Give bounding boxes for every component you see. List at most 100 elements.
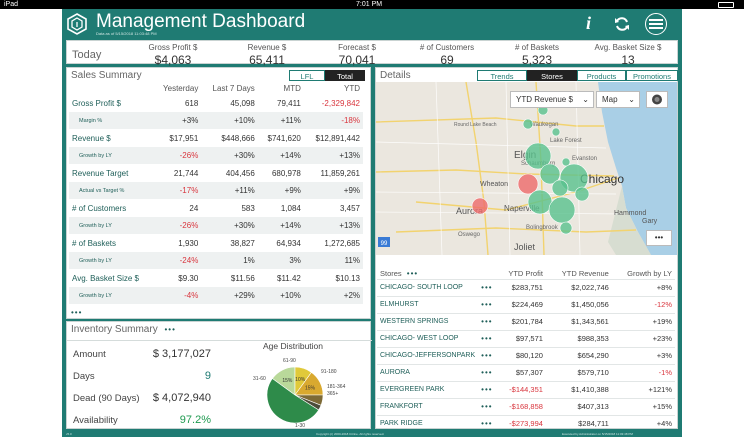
kpi-value: $4,063 <box>154 53 192 67</box>
age-distribution-title: Age Distribution <box>263 341 324 351</box>
store-bubble[interactable] <box>524 142 552 170</box>
store-name: AURORA <box>377 363 479 381</box>
store-revenue: $1,410,388 <box>545 380 612 398</box>
cell-value: +30% <box>201 217 258 234</box>
store-more-icon[interactable]: ••• <box>478 397 496 415</box>
pie-slice-label: 15% <box>282 378 293 384</box>
toggle-total[interactable]: Total <box>325 70 365 81</box>
store-bubble[interactable] <box>517 173 539 195</box>
store-bubble[interactable] <box>548 196 576 224</box>
store-more-icon[interactable]: ••• <box>478 380 496 398</box>
inventory-value-availability: 97.2% <box>179 414 211 426</box>
stores-section: Stores ••• YTD Profit YTD Revenue Growth… <box>376 258 677 432</box>
store-revenue: $407,313 <box>545 397 612 415</box>
age-distribution-chart[interactable]: 15% 10%15% 61-90 31-60 91-180 181-364 365… <box>233 352 363 428</box>
map-city-label: Hammond <box>614 210 647 217</box>
store-row[interactable]: AURORA ••• $57,307 $579,710 -1% <box>377 363 675 381</box>
store-bubble[interactable] <box>522 118 534 130</box>
view-select-value: Map <box>602 95 618 104</box>
info-icon[interactable]: i <box>586 13 592 33</box>
store-more-icon[interactable]: ••• <box>478 295 496 313</box>
cell-value: $11.56 <box>230 273 255 283</box>
store-row[interactable]: CHICAGO- WEST LOOP ••• $97,571 $988,353 +23% <box>377 329 675 347</box>
details-title: Details <box>380 70 411 81</box>
store-more-icon[interactable]: ••• <box>478 363 496 381</box>
kpi-forecast[interactable]: Forecast $ 70,041 <box>317 43 397 67</box>
column-header: YTD Profit <box>508 268 543 278</box>
store-row[interactable]: ELMHURST ••• $224,469 $1,450,056 -12% <box>377 295 675 313</box>
stores-more-icon[interactable]: ••• <box>406 268 419 278</box>
store-revenue: $579,710 <box>545 363 612 381</box>
store-row[interactable]: FRANKFORT ••• -$168,858 $407,313 +15% <box>377 397 675 415</box>
store-bubble[interactable] <box>551 127 561 137</box>
inventory-value-amount: $ 3,177,027 <box>152 348 211 360</box>
map-city-label: Gary <box>642 218 658 225</box>
sales-row[interactable]: # of Baskets 1,930 38,827 64,934 1,272,685 <box>69 234 363 252</box>
sales-row[interactable]: Revenue $ $17,951 $448,666 $741,620 $12,891,… <box>69 129 363 147</box>
store-bubble[interactable] <box>551 179 569 197</box>
store-revenue: $1,343,561 <box>545 312 612 330</box>
inventory-summary-title: Inventory Summary ••• <box>71 324 176 335</box>
kpi-avg-basket[interactable]: Avg. Basket Size $ 13 <box>582 43 674 67</box>
sales-row[interactable]: # of Customers 24 583 1,084 3,457 <box>69 199 363 217</box>
store-growth: +4% <box>611 414 675 432</box>
row-label: Avg. Basket Size $ <box>72 273 139 283</box>
cell-value: +11% <box>257 112 304 129</box>
map-city-label: Aurora <box>456 206 484 216</box>
store-row[interactable]: EVERGREEN PARK ••• -$144,351 $1,410,388 +121… <box>377 380 675 398</box>
sales-subrow: Growth by LY -24% 1% 3% 11% <box>69 252 363 269</box>
tab-trends[interactable]: Trends <box>477 70 527 81</box>
store-revenue: $654,290 <box>545 346 612 364</box>
store-profit: $224,469 <box>495 295 546 313</box>
measure-select[interactable]: YTD Revenue $ ⌄ <box>510 91 594 108</box>
inventory-title-text: Inventory Summary <box>71 324 158 335</box>
tab-promotions[interactable]: Promotions <box>626 70 678 81</box>
tab-products[interactable]: Products <box>577 70 626 81</box>
cell-value: $17,951 <box>169 133 199 143</box>
cell-value: 1,272,685 <box>324 238 360 248</box>
store-bubble[interactable] <box>561 157 571 167</box>
store-more-icon[interactable]: ••• <box>478 346 496 364</box>
cell-value: $741,620 <box>267 133 301 143</box>
map-more-button[interactable]: ••• <box>646 230 672 246</box>
store-profit: $57,307 <box>495 363 546 381</box>
refresh-icon[interactable] <box>614 16 630 32</box>
store-bubble[interactable] <box>574 186 590 202</box>
store-bubble[interactable] <box>539 163 561 185</box>
kpi-customers[interactable]: # of Customers 69 <box>404 43 490 67</box>
column-header: YTD Revenue <box>561 268 609 278</box>
tab-stores[interactable]: Stores <box>527 70 577 81</box>
cell-value: -2,329,842 <box>321 98 360 108</box>
pie-slice[interactable] <box>266 378 320 424</box>
store-bubble[interactable] <box>471 197 489 215</box>
cell-value: 1,930 <box>178 238 199 248</box>
store-more-icon[interactable]: ••• <box>478 312 496 330</box>
view-select[interactable]: Map ⌄ <box>596 91 640 108</box>
sales-row[interactable]: Gross Profit $ 618 45,098 79,411 -2,329,842 <box>69 94 363 112</box>
sales-more-icon[interactable]: ••• <box>71 308 83 317</box>
store-bubble[interactable] <box>527 189 553 215</box>
locate-button[interactable] <box>646 91 668 108</box>
store-row[interactable]: CHICAGO- SOUTH LOOP ••• $283,751 $2,022,746… <box>377 278 675 296</box>
store-more-icon[interactable]: ••• <box>478 414 496 432</box>
store-row[interactable]: PARK RIDGE ••• -$273,994 $284,711 +4% <box>377 414 675 432</box>
sales-row[interactable]: Avg. Basket Size $ $9.30 $11.56 $11.42 $10.1… <box>69 269 363 287</box>
kpi-revenue[interactable]: Revenue $ 65,411 <box>227 43 307 67</box>
store-row[interactable]: CHICAGO-JEFFERSONPARK ••• $80,120 $654,290 +… <box>377 346 675 364</box>
toggle-lfl[interactable]: LFL <box>289 70 325 81</box>
store-map[interactable]: 99 Waukegan Round Lake Beach Lake Forest… <box>376 82 677 255</box>
store-bubble[interactable] <box>559 221 573 235</box>
inventory-label: Dead (90 Days) <box>73 393 140 404</box>
menu-icon[interactable] <box>644 13 668 35</box>
store-row[interactable]: WESTERN SPRINGS ••• $201,784 $1,343,561 +19% <box>377 312 675 330</box>
kpi-gross-profit[interactable]: Gross Profit $ $4,063 <box>133 43 213 67</box>
store-more-icon[interactable]: ••• <box>478 329 496 347</box>
store-growth: +121% <box>611 380 675 398</box>
store-name: EVERGREEN PARK <box>377 380 479 398</box>
column-header: Yesterday <box>163 83 199 93</box>
kpi-baskets[interactable]: # of Baskets 5,323 <box>497 43 577 67</box>
store-more-icon[interactable]: ••• <box>478 278 496 296</box>
inventory-more-icon[interactable]: ••• <box>164 325 176 334</box>
sales-row[interactable]: Revenue Target 21,744 404,456 680,978 11,859… <box>69 164 363 182</box>
store-profit: $201,784 <box>495 312 546 330</box>
